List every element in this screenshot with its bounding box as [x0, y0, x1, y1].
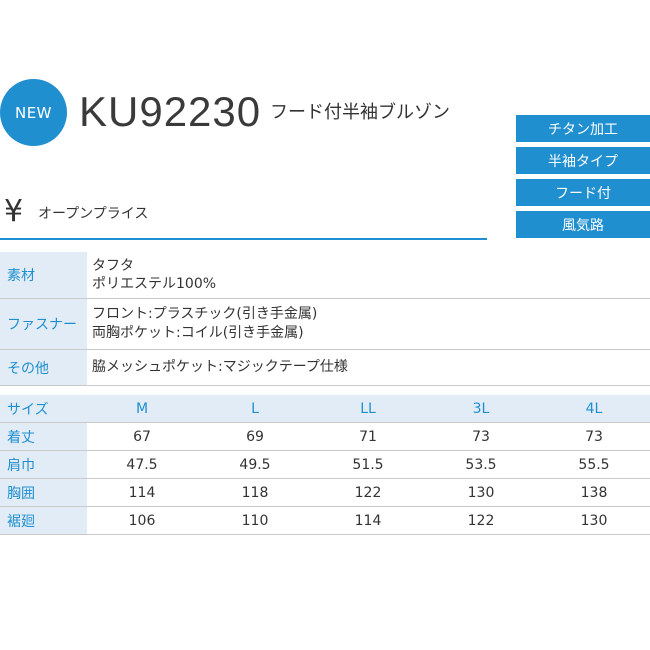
price-divider — [0, 238, 487, 240]
size-value: 114 — [128, 484, 156, 501]
spec-label: ファスナー — [0, 299, 87, 349]
size-value: 69 — [246, 428, 264, 445]
size-name: 4L — [585, 400, 603, 417]
feature-tag: フード付 — [516, 179, 650, 206]
spec-label: 素材 — [0, 252, 87, 298]
spec-value: 脇メッシュポケット:マジックテープ仕様 — [92, 359, 348, 375]
size-value: 122 — [467, 512, 495, 529]
size-value: 71 — [359, 428, 377, 445]
size-value: 55.5 — [578, 456, 610, 473]
new-badge: NEW — [0, 79, 67, 146]
size-row-chest: 胸囲 114 118 122 130 138 — [0, 479, 650, 507]
size-row-length: 着丈 67 69 71 73 73 — [0, 423, 650, 451]
spec-row-material: 素材 タフタ ポリエステル100% — [0, 252, 650, 299]
size-value: 49.5 — [239, 456, 271, 473]
spec-row-fastener: ファスナー フロント:プラスチック(引き手金属) 両胸ポケット:コイル(引き手金… — [0, 299, 650, 350]
size-value: 47.5 — [126, 456, 158, 473]
size-name: M — [135, 400, 149, 417]
spec-label: その他 — [0, 350, 87, 385]
spec-value: 両胸ポケット:コイル(引き手金属) — [92, 325, 304, 341]
size-value: 130 — [580, 512, 608, 529]
size-row-label: 裾廻 — [0, 507, 87, 534]
spec-value: ポリエステル100% — [92, 276, 217, 292]
size-header-row: サイズ M L LL 3L 4L — [0, 395, 650, 423]
spec-value: タフタ — [92, 258, 134, 274]
size-row-label: 胸囲 — [0, 479, 87, 506]
size-value: 53.5 — [465, 456, 497, 473]
size-value: 114 — [354, 512, 382, 529]
size-row-hem: 裾廻 106 110 114 122 130 — [0, 507, 650, 535]
spec-row-other: その他 脇メッシュポケット:マジックテープ仕様 — [0, 350, 650, 386]
size-name: L — [251, 400, 259, 417]
product-name: フード付半袖ブルゾン — [270, 102, 450, 123]
feature-tag: 半袖タイプ — [516, 147, 650, 174]
size-name: LL — [360, 400, 376, 417]
size-row-shoulder: 肩巾 47.5 49.5 51.5 53.5 55.5 — [0, 451, 650, 479]
size-value: 110 — [241, 512, 269, 529]
size-value: 51.5 — [352, 456, 384, 473]
size-value: 67 — [133, 428, 151, 445]
feature-tag: 風気路 — [516, 211, 650, 238]
size-value: 106 — [128, 512, 156, 529]
size-value: 118 — [241, 484, 269, 501]
size-value: 122 — [354, 484, 382, 501]
size-value: 130 — [467, 484, 495, 501]
size-value: 73 — [472, 428, 490, 445]
size-header-label: サイズ — [0, 395, 87, 422]
size-row-label: 肩巾 — [0, 451, 87, 478]
size-row-label: 着丈 — [0, 423, 87, 450]
price-text: オープンプライス — [38, 206, 149, 222]
size-value: 138 — [580, 484, 608, 501]
model-number: KU92230 — [79, 88, 262, 135]
size-value: 73 — [585, 428, 603, 445]
size-name: 3L — [472, 400, 490, 417]
feature-tags: チタン加工 半袖タイプ フード付 風気路 — [516, 115, 650, 243]
spec-value: フロント:プラスチック(引き手金属) — [92, 306, 318, 322]
feature-tag: チタン加工 — [516, 115, 650, 142]
yen-symbol: ¥ — [4, 194, 24, 229]
